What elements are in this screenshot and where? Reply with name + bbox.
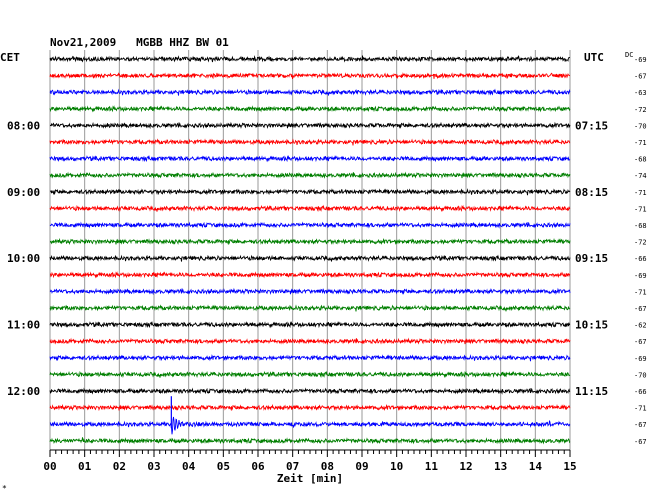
x-tick-label-07: 07 (286, 460, 299, 473)
trace-18 (49, 337, 571, 345)
trace-23 (49, 416, 571, 435)
x-tick-label-01: 01 (78, 460, 92, 473)
dc-offset-17: -62 (634, 322, 647, 330)
x-tick-label-11: 11 (425, 460, 439, 473)
trace-3 (49, 88, 571, 96)
left-time-label-0900: 09:00 (7, 186, 40, 199)
footnote-mark: * (2, 484, 7, 493)
seismic-traces (49, 55, 571, 445)
x-tick-label-00: 00 (43, 460, 56, 473)
left-time-label-0800: 08:00 (7, 119, 40, 132)
dc-offset-1: -69 (634, 56, 647, 64)
chart-title: Nov21,2009 MGBB HHZ BW 01 (50, 36, 229, 49)
dc-offset-8: -74 (634, 172, 647, 180)
x-tick-label-15: 15 (563, 460, 576, 473)
dc-offset-14: -69 (634, 272, 647, 280)
dc-offset-5: -70 (634, 122, 647, 130)
trace-19 (49, 354, 571, 362)
x-tick-label-04: 04 (182, 460, 196, 473)
left-timezone-label: CET (0, 51, 20, 64)
right-time-label-1015: 10:15 (575, 319, 608, 332)
trace-13 (49, 254, 571, 262)
x-tick-label-05: 05 (217, 460, 230, 473)
trace-10 (49, 204, 571, 213)
dc-offset-23: -67 (634, 421, 647, 429)
trace-5 (49, 121, 571, 130)
dc-offset-9: -71 (634, 189, 647, 197)
dc-offset-18: -67 (634, 338, 647, 346)
right-timezone-label: UTC (584, 51, 604, 64)
trace-22 (49, 403, 571, 412)
x-axis-label: Zeit [min] (277, 472, 343, 485)
x-tick-label-06: 06 (251, 460, 265, 473)
x-tick-label-09: 09 (355, 460, 368, 473)
dc-offset-6: -71 (634, 139, 647, 147)
dc-offset-16: -67 (634, 305, 647, 313)
x-tick-label-13: 13 (494, 460, 507, 473)
right-time-label-0915: 09:15 (575, 252, 608, 265)
left-time-label-1000: 10:00 (7, 252, 40, 265)
dc-offset-2: -67 (634, 73, 647, 81)
right-time-label-0715: 07:15 (575, 119, 608, 132)
dc-offset-22: -71 (634, 405, 647, 413)
dc-offset-15: -71 (634, 288, 647, 296)
trace-15 (49, 287, 571, 296)
dc-offset-11: -68 (634, 222, 647, 230)
labels: 08:00 09:00 10:00 11:00 12:00 07:15 08:15 09:15… (7, 56, 647, 446)
right-time-label-0815: 08:15 (575, 186, 608, 199)
dc-label: DC (625, 51, 633, 59)
right-time-label-1115: 11:15 (575, 385, 608, 398)
dc-offset-7: -68 (634, 156, 647, 164)
dc-offset-20: -70 (634, 371, 647, 379)
dc-offset-13: -66 (634, 255, 647, 263)
trace-8 (49, 171, 571, 179)
trace-9 (49, 188, 571, 196)
trace-16 (49, 304, 571, 312)
trace-2 (49, 72, 571, 80)
x-tick-label-14: 14 (529, 460, 543, 473)
trace-20 (49, 370, 571, 379)
x-tick-label-08: 08 (321, 460, 334, 473)
dc-offset-4: -72 (634, 106, 647, 114)
x-tick-label-10: 10 (390, 460, 403, 473)
dc-offset-3: -63 (634, 89, 647, 97)
x-tick-label-03: 03 (147, 460, 160, 473)
x-tick-label-12: 12 (459, 460, 472, 473)
time-axis: 00 01 02 03 04 05 06 07 08 09 10 11 12 13 14 15 (43, 449, 577, 473)
dc-offset-10: -71 (634, 205, 647, 213)
trace-1 (49, 55, 570, 63)
trace-7 (49, 154, 571, 163)
left-time-label-1100: 11:00 (7, 319, 40, 332)
trace-12 (49, 237, 571, 246)
x-tick-label-02: 02 (113, 460, 126, 473)
left-time-label-1200: 12:00 (7, 385, 40, 398)
trace-24 (49, 437, 571, 445)
trace-6 (49, 138, 571, 146)
trace-11 (49, 221, 571, 229)
dc-offset-24: -67 (634, 438, 647, 446)
grid-lines (49, 50, 571, 450)
dc-offset-21: -66 (634, 388, 647, 396)
trace-14 (49, 271, 571, 279)
trace-17 (49, 320, 571, 329)
dc-offset-19: -69 (634, 355, 647, 363)
trace-4 (49, 105, 571, 113)
trace-21 (49, 387, 571, 395)
dc-offset-12: -72 (634, 239, 647, 247)
